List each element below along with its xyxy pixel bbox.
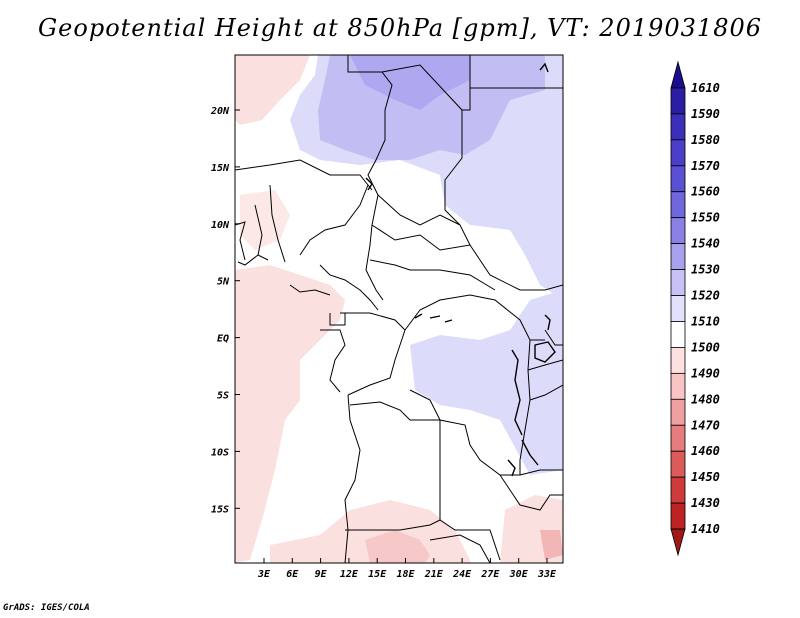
lat-label: 20N [210, 106, 230, 117]
field-shading [235, 55, 563, 563]
colorbar-label: 1500 [691, 340, 720, 354]
colorbar-label: 1560 [691, 185, 720, 199]
colorbar-label: 1480 [691, 392, 720, 406]
colorbar-segment [670, 269, 686, 296]
country-boundaries [235, 55, 563, 563]
lon-label: 24E [452, 569, 472, 580]
colorbar-segment [670, 424, 686, 452]
lat-label: 15S [211, 504, 229, 515]
lat-label: 5S [217, 391, 229, 402]
lat-label: 5N [217, 277, 230, 288]
height-1500-1510-region-northwest [235, 55, 310, 125]
colorbar-label: 1450 [691, 470, 720, 484]
colorbar-label: 1590 [691, 107, 720, 121]
colorbar-segment [670, 372, 686, 400]
colorbar-label: 1510 [691, 314, 720, 328]
colorbar-segment [670, 295, 686, 322]
height-1550-region-north [350, 55, 470, 110]
height-1480-region-southeast-core [540, 530, 563, 560]
colorbar-segment [670, 217, 686, 245]
lon-label: 15E [368, 569, 387, 580]
lon-label: 3E [257, 569, 271, 580]
colorbar-segment [670, 398, 686, 426]
colorbar-label: 1430 [691, 496, 720, 510]
colorbar-segment [670, 243, 686, 270]
chart-title: Geopotential Height at 850hPa [gpm], VT:… [38, 14, 762, 42]
lon-label: 30E [509, 569, 529, 580]
longitude-axis: 3E 6E 9E 12E 15E 18E 21E 24E 27E 30E 33E [257, 558, 557, 580]
height-1500-1510-region-west [235, 265, 345, 563]
lon-label: 18E [396, 569, 415, 580]
lat-label: 10S [211, 447, 229, 458]
height-1490-region-south-core [365, 530, 430, 563]
lon-label: 12E [340, 569, 359, 580]
colorbar-segment [670, 87, 686, 115]
colorbar-label: 1530 [691, 263, 720, 277]
colorbar-label: 1520 [691, 289, 720, 303]
colorbar-segment [670, 347, 686, 374]
lon-label: 27E [480, 569, 500, 580]
lon-label: 9E [315, 569, 328, 580]
colorbar-label: 1410 [691, 522, 720, 536]
lon-label: 6E [286, 569, 299, 580]
colorbar-segment [670, 165, 686, 193]
colorbar-segment [670, 139, 686, 167]
colorbar-label: 1610 [691, 81, 720, 95]
lat-label: EQ [217, 334, 229, 345]
height-1500-1510-region-gulf [240, 190, 290, 250]
colorbar-segment [670, 502, 686, 530]
colorbar: 1610 1590 1580 1570 1560 1550 1540 1530 1520 1510… [670, 60, 720, 557]
colorbar-segment [670, 476, 686, 504]
colorbar-label: 1470 [691, 418, 720, 432]
colorbar-label: 1490 [691, 366, 720, 380]
lake-outlines [365, 62, 556, 477]
latitude-axis: 20N 15N 10N 5N EQ 5S 10S 15S [210, 106, 240, 515]
lon-label: 21E [424, 569, 444, 580]
colorbar-segment [670, 450, 686, 478]
colorbar-label: 1460 [691, 444, 720, 458]
colorbar-segment [670, 321, 686, 348]
credit-label: GrADS: IGES/COLA [3, 603, 90, 613]
colorbar-segment [670, 191, 686, 219]
lat-label: 10N [211, 220, 230, 231]
colorbar-segment [670, 60, 686, 89]
colorbar-label: 1570 [691, 159, 720, 173]
colorbar-segment [670, 528, 686, 557]
colorbar-label: 1580 [691, 133, 720, 147]
map-frame [234, 54, 564, 564]
colorbar-segment [670, 113, 686, 141]
lon-label: 33E [537, 569, 557, 580]
lat-label: 15N [211, 163, 230, 174]
colorbar-label: 1540 [691, 237, 720, 251]
colorbar-label: 1550 [691, 211, 720, 225]
